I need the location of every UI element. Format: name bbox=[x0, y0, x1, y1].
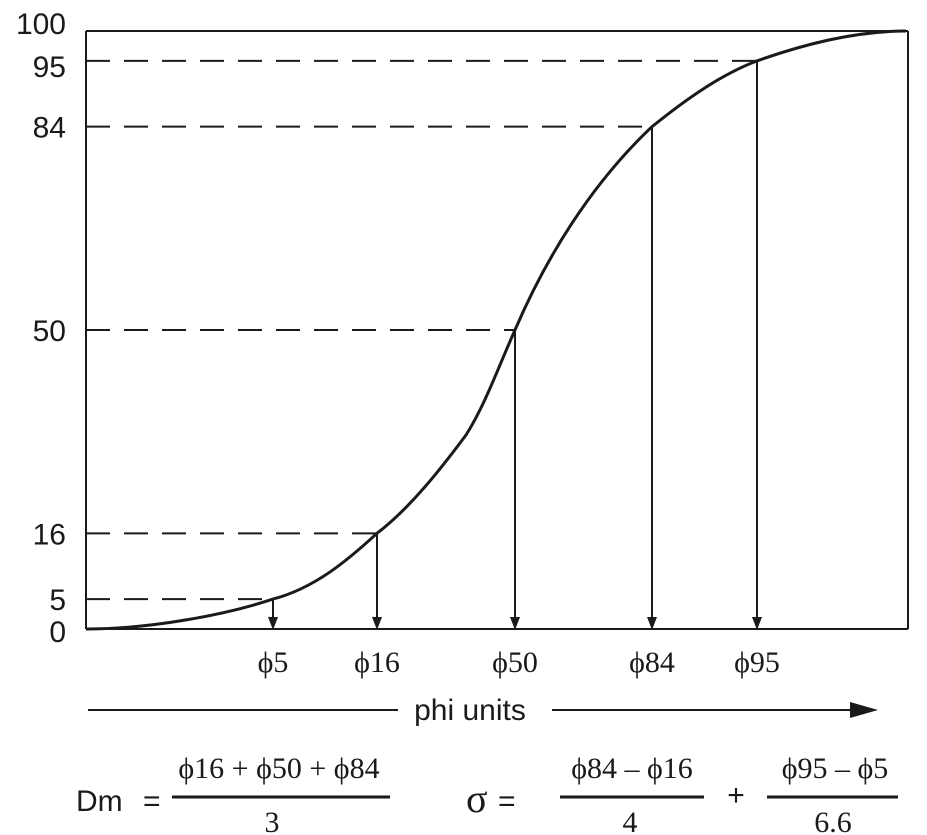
drop-arrowhead-icon-95 bbox=[752, 617, 762, 630]
y-tick-label-50: 50 bbox=[33, 315, 66, 348]
phi-label-84: ϕ84 bbox=[629, 646, 675, 679]
sigma-term2-numerator: ϕ95 – ϕ5 bbox=[782, 752, 889, 785]
phi-label-50: ϕ50 bbox=[492, 646, 538, 679]
sigma-lhs: σ bbox=[466, 776, 488, 821]
sigma-formula: σ = ϕ84 – ϕ16 4 + ϕ95 – ϕ5 6.6 bbox=[466, 752, 898, 835]
drop-arrowhead-icon-50 bbox=[510, 617, 520, 630]
sigma-equals: = bbox=[498, 785, 516, 818]
phi-labels: ϕ5 ϕ16 ϕ50 ϕ84 ϕ95 bbox=[258, 646, 780, 679]
axis-arrowhead-icon bbox=[850, 702, 878, 718]
sigma-term2-denominator: 6.6 bbox=[814, 806, 852, 835]
y-tick-labels: 05 16 50 84 95 100 bbox=[16, 8, 66, 649]
y-tick-label-16: 16 bbox=[33, 518, 66, 551]
y-tick-label-84: 84 bbox=[33, 112, 66, 145]
dm-lhs: Dm bbox=[76, 785, 123, 818]
dm-denominator: 3 bbox=[265, 806, 280, 835]
y-tick-label-5: 5 bbox=[49, 584, 66, 617]
dm-numerator: ϕ16 + ϕ50 + ϕ84 bbox=[178, 752, 379, 785]
phi-units-axis: phi units bbox=[88, 694, 878, 727]
axis-title: phi units bbox=[414, 694, 526, 727]
y-tick-label-100: 100 bbox=[16, 8, 66, 41]
drop-arrowhead-icon-16 bbox=[372, 617, 382, 630]
sigma-plus: + bbox=[727, 779, 745, 812]
percentile-guides bbox=[86, 59, 762, 630]
phi-label-16: ϕ16 bbox=[354, 646, 400, 679]
cumulative-curve bbox=[85, 29, 907, 631]
sigma-term1-denominator: 4 bbox=[623, 806, 638, 835]
sigma-term1-numerator: ϕ84 – ϕ16 bbox=[571, 752, 693, 785]
dm-formula: Dm = ϕ16 + ϕ50 + ϕ84 3 bbox=[76, 752, 390, 835]
drop-arrowhead-icon-5 bbox=[268, 617, 278, 630]
drop-arrowhead-icon-84 bbox=[647, 617, 657, 630]
phi-label-5: ϕ5 bbox=[258, 646, 289, 679]
dm-equals: = bbox=[143, 785, 161, 818]
y-tick-label-0: 0 bbox=[49, 616, 66, 649]
y-tick-label-95: 95 bbox=[33, 51, 66, 84]
phi-label-95: ϕ95 bbox=[734, 646, 780, 679]
